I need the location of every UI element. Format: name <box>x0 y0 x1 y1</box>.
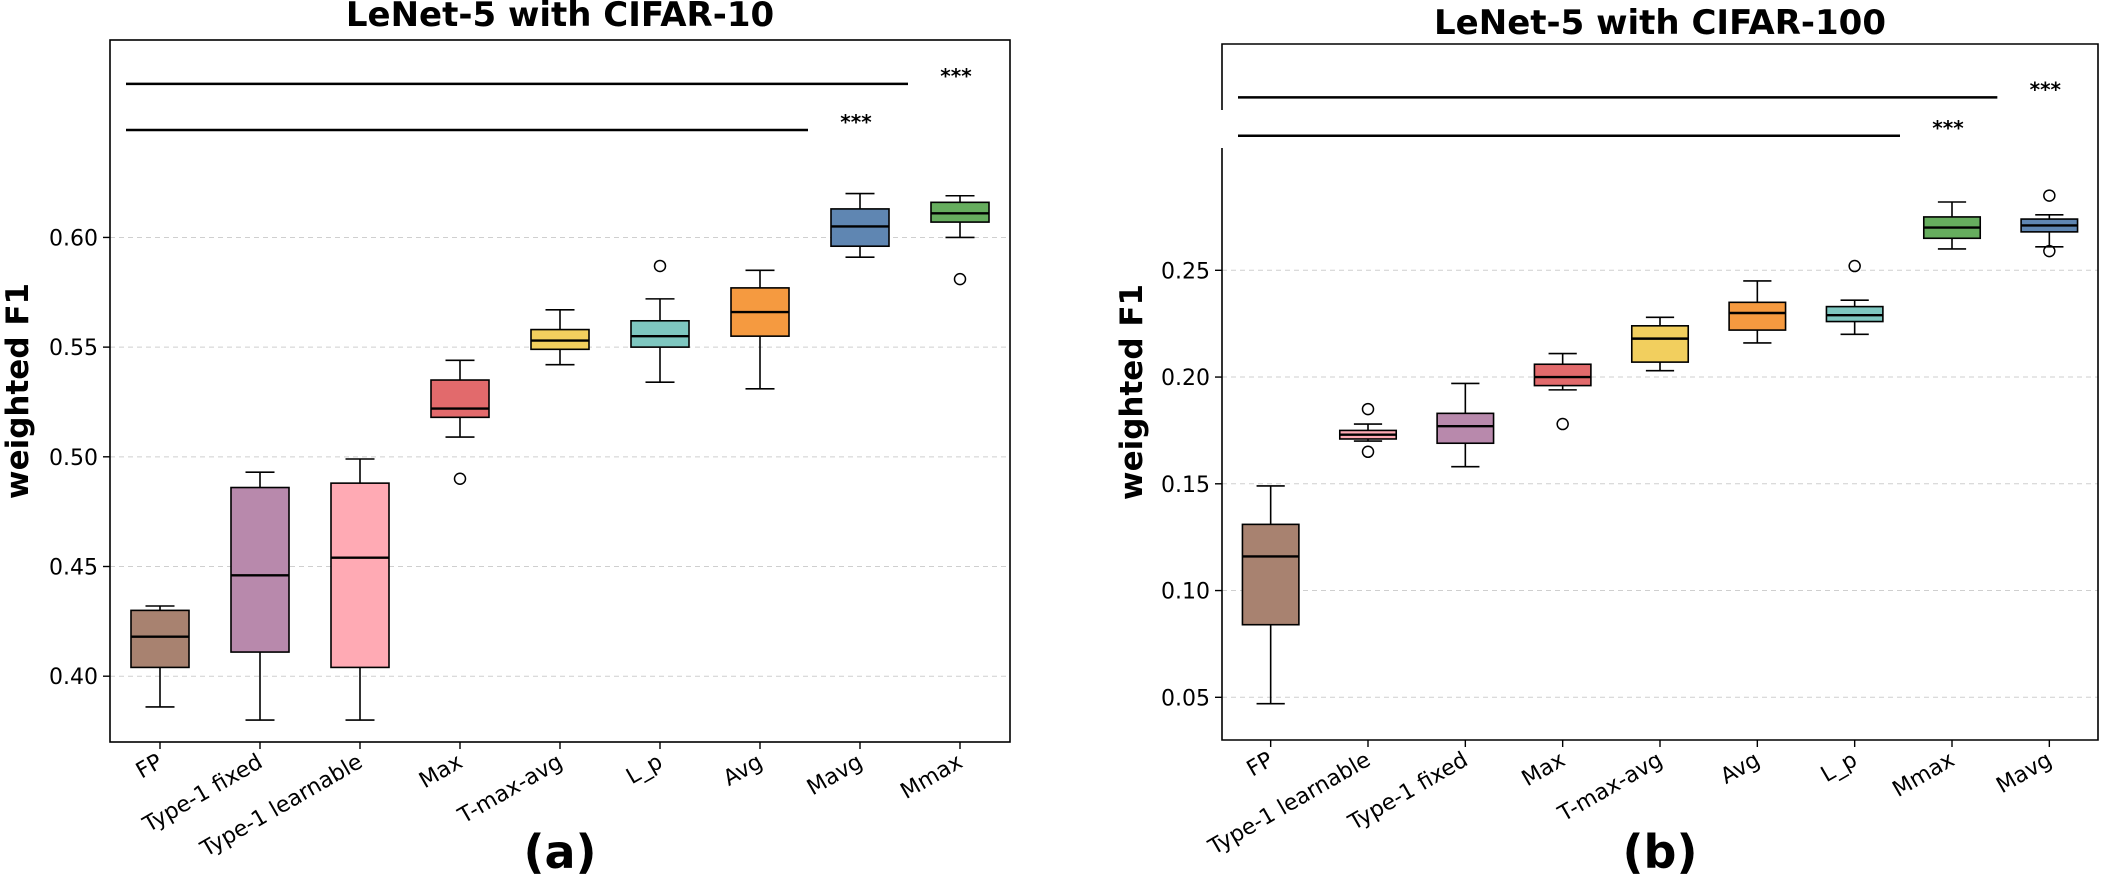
chart-title: LeNet-5 with CIFAR-10 <box>346 0 774 35</box>
box-body <box>1728 301 1787 331</box>
outlier-point <box>1848 259 1861 273</box>
y-tick-label: 0.05 <box>1161 686 1210 711</box>
panel-label: (b) <box>1623 825 1698 879</box>
x-tick-label: FP <box>132 750 167 785</box>
axes-frame <box>1221 43 2099 741</box>
box-type-1-learnable <box>1338 402 1398 459</box>
x-tick-label: Avg <box>719 750 767 792</box>
x-tick-label: Type-1 learnable <box>196 750 367 863</box>
y-axis-label: weighted F1 <box>0 283 36 499</box>
outlier-point <box>2043 244 2056 258</box>
box-avg <box>730 269 790 390</box>
x-tick-label: Mmax <box>1889 748 1959 803</box>
x-tick-label: Mavg <box>1992 748 2056 799</box>
box-t-max-avg <box>530 309 590 366</box>
y-tick-label: 0.20 <box>1161 366 1210 391</box>
box-body <box>1630 325 1690 363</box>
box-mavg <box>830 192 890 258</box>
box-mmax <box>1922 201 1982 250</box>
y-tick-label: 0.15 <box>1161 473 1210 498</box>
chart-title: LeNet-5 with CIFAR-100 <box>1434 3 1886 43</box>
box-fp <box>1241 485 1300 705</box>
significance-label: *** <box>1932 116 1964 140</box>
box-body <box>630 319 690 348</box>
x-tick-label: Type-1 learnable <box>1204 748 1375 861</box>
significance-label: *** <box>940 64 972 88</box>
y-tick-label: 0.40 <box>49 665 98 690</box>
x-tick-label: L_p <box>1817 748 1862 788</box>
box-body <box>1436 412 1495 445</box>
box-mmax <box>930 194 990 286</box>
y-tick-label: 0.10 <box>1161 580 1210 605</box>
significance-label: *** <box>2030 77 2062 101</box>
outlier-point <box>653 259 667 273</box>
y-axis-label: weighted F1 <box>1114 284 1150 500</box>
box-max <box>1533 352 1592 431</box>
x-tick-label: L_p <box>622 750 667 790</box>
box-l-p <box>630 259 690 384</box>
box-type-1-fixed <box>230 471 290 721</box>
y-tick-label: 0.50 <box>49 446 98 471</box>
outlier-point <box>1361 445 1375 459</box>
box-body <box>130 609 190 669</box>
box-max <box>430 359 490 485</box>
significance-label: *** <box>840 110 872 134</box>
panel-label: (a) <box>523 825 596 879</box>
box-type-1-fixed <box>1436 382 1495 468</box>
y-tick-label: 0.60 <box>49 226 98 251</box>
box-avg <box>1728 280 1787 344</box>
x-tick-label: FP <box>1243 748 1278 783</box>
box-mavg <box>2020 189 2079 258</box>
outlier-point <box>2043 189 2056 202</box>
box-type-1-learnable <box>330 458 390 721</box>
y-tick-label: 0.45 <box>49 556 98 581</box>
box-body <box>1533 363 1592 387</box>
x-tick-label: Mmax <box>897 750 967 805</box>
x-tick-label: Max <box>1518 748 1570 792</box>
box-body <box>430 379 490 419</box>
outlier-point <box>953 272 967 286</box>
box-fp <box>130 605 190 708</box>
x-tick-label: Avg <box>1717 748 1765 790</box>
outlier-point <box>1361 402 1375 416</box>
y-tick-label: 0.25 <box>1161 259 1210 284</box>
x-tick-label: Mavg <box>803 750 867 801</box>
x-tick-label: Max <box>415 750 467 794</box>
box-body <box>230 486 290 653</box>
y-tick-label: 0.55 <box>49 336 98 361</box>
x-tick-label: T-max-avg <box>453 750 567 830</box>
outlier-point <box>1556 417 1569 431</box>
box-body <box>330 482 390 669</box>
box-body <box>1241 523 1300 626</box>
box-t-max-avg <box>1630 316 1690 372</box>
box-l-p <box>1825 259 1884 336</box>
x-tick-label: T-max-avg <box>1553 748 1667 828</box>
outlier-point <box>453 472 467 485</box>
